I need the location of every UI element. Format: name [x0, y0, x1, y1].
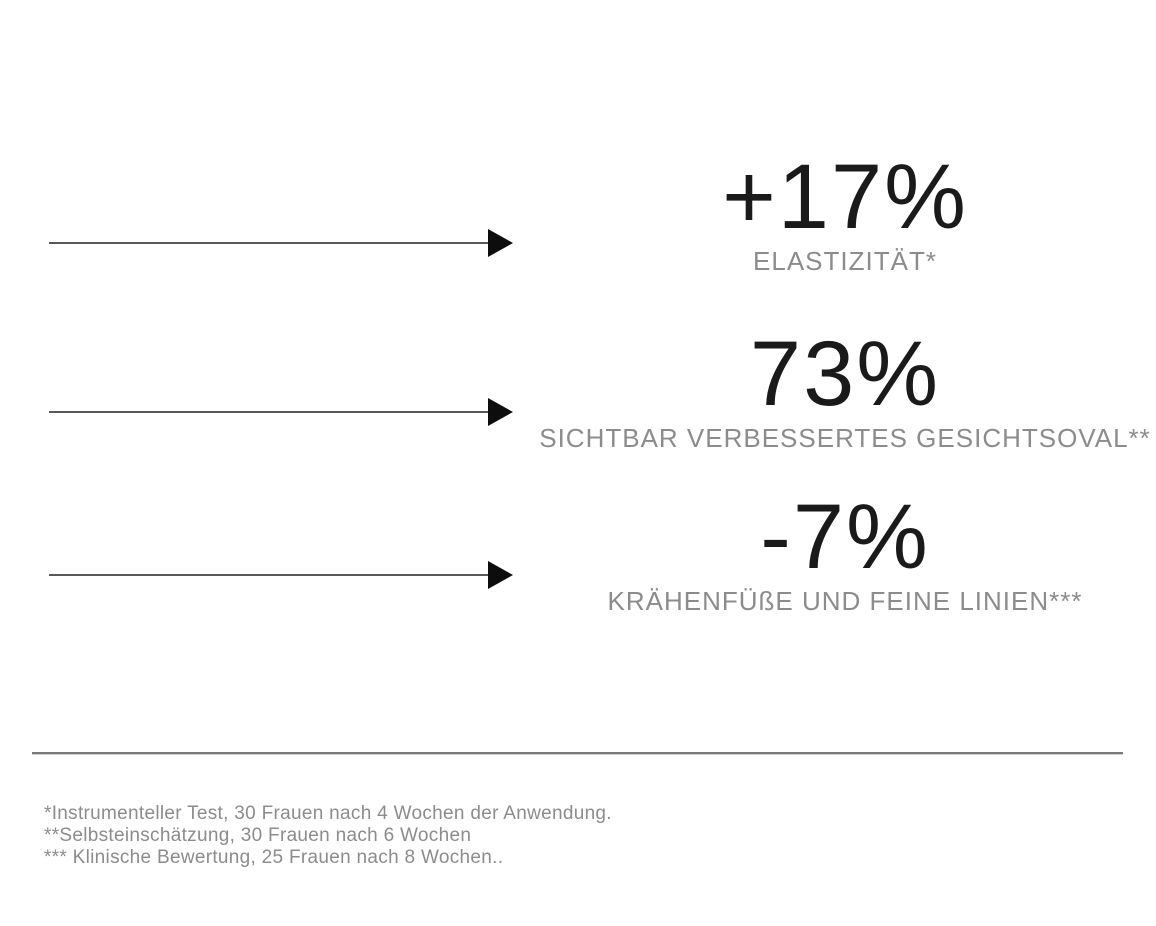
arrow-fine-lines — [49, 560, 513, 590]
arrow-head-icon — [488, 561, 513, 589]
footnotes-block: *Instrumenteller Test, 30 Frauen nach 4 … — [44, 803, 612, 869]
stat-value-elasticity: +17% — [722, 146, 968, 248]
stat-label-elasticity: ELASTIZITÄT* — [753, 246, 937, 276]
stat-group-elasticity: +17% ELASTIZITÄT* — [530, 148, 1156, 276]
footnote-instrumental-test: *Instrumenteller Test, 30 Frauen nach 4 … — [44, 803, 612, 824]
footnote-self-assessment: **Selbsteinschätzung, 30 Frauen nach 6 W… — [44, 825, 472, 846]
arrow-shaft — [49, 574, 488, 576]
stat-label-fine-lines: KRÄHENFÜßE UND FEINE LINIEN*** — [607, 586, 1083, 616]
stat-label-facial-oval: SICHTBAR VERBESSERTES GESICHTSOVAL** — [539, 423, 1151, 453]
footnote-clinical-evaluation: *** Klinische Bewertung, 25 Frauen nach … — [44, 847, 504, 868]
arrow-shaft — [49, 242, 488, 244]
arrow-head-icon — [488, 398, 513, 426]
stat-group-fine-lines: -7% KRÄHENFÜßE UND FEINE LINIEN*** — [530, 488, 1156, 616]
arrow-head-icon — [488, 229, 513, 257]
horizontal-divider — [32, 752, 1123, 754]
stat-value-fine-lines: -7% — [760, 486, 930, 588]
stat-group-facial-oval: 73% SICHTBAR VERBESSERTES GESICHTSOVAL** — [530, 325, 1156, 453]
stat-value-facial-oval: 73% — [749, 323, 941, 425]
arrow-shaft — [49, 411, 488, 413]
arrow-elasticity — [49, 228, 513, 258]
arrow-facial-oval — [49, 397, 513, 427]
